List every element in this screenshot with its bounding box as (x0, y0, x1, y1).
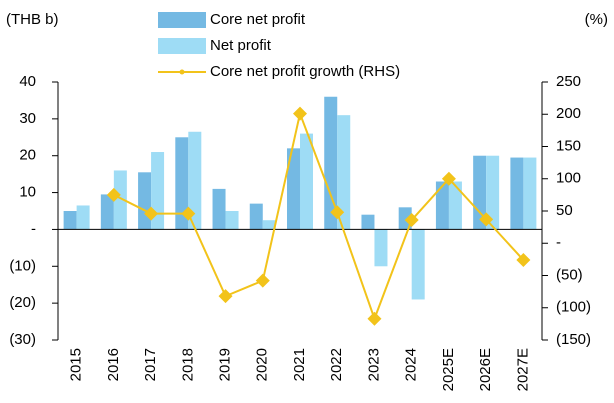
legend-label: Core net profit growth (RHS) (210, 63, 400, 80)
marker (479, 212, 494, 227)
bar (212, 188, 226, 230)
y-tick-label: 30 (19, 110, 36, 127)
bar (510, 157, 524, 230)
marker (218, 289, 233, 304)
x-tick-label: 2019 (217, 348, 234, 381)
x-tick-label: 2020 (254, 348, 271, 381)
left-axis-unit: (THB b) (6, 11, 59, 28)
line (113, 110, 525, 322)
bar (473, 155, 487, 230)
marker (181, 206, 196, 221)
bar (113, 170, 127, 230)
marker (293, 106, 307, 121)
x-tick-label: 2018 (179, 348, 196, 381)
bar (63, 211, 77, 230)
marker (144, 206, 159, 221)
x-tick-label: 2022 (328, 348, 345, 381)
y2-tick-label: (50) (556, 266, 583, 283)
marker (106, 187, 121, 202)
bar (100, 194, 114, 230)
bar (188, 131, 202, 230)
y2-tick-label: (100) (556, 299, 591, 316)
legend-label: Net profit (210, 37, 272, 54)
x-tick-label: 2024 (403, 348, 420, 381)
x-tick-label: 2025E (440, 348, 457, 391)
bar (523, 157, 537, 230)
y2-tick-label: 100 (556, 170, 581, 187)
x-tick-label: 2021 (291, 348, 308, 381)
bar (262, 220, 276, 230)
bar (448, 181, 462, 230)
bar (287, 148, 300, 230)
right-axis-unit: (%) (585, 11, 608, 28)
x-tick-label: 2027E (514, 348, 531, 391)
y-tick-label: - (31, 220, 36, 237)
marker (441, 171, 456, 186)
y2-tick-label: 250 (556, 73, 581, 90)
y2-tick-label: 150 (556, 137, 581, 154)
bar (361, 214, 375, 230)
bar (411, 229, 425, 300)
y-tick-label: (30) (9, 331, 36, 348)
x-tick-label: 2016 (105, 348, 122, 381)
x-tick-label: 2015 (68, 348, 85, 381)
bar (249, 203, 263, 230)
x-tick-label: 2023 (365, 348, 382, 381)
bar (324, 96, 338, 230)
marker (404, 213, 419, 228)
y-tick-label: 10 (19, 184, 36, 201)
x-tick-label: 2026E (477, 348, 494, 391)
marker (330, 205, 345, 220)
marker (255, 273, 270, 288)
bar (374, 229, 388, 267)
y-tick-label: 20 (19, 147, 36, 164)
bar (486, 155, 500, 230)
y-tick-label: 40 (19, 73, 36, 90)
bar (138, 172, 152, 230)
legend-label: Core net profit (210, 11, 306, 28)
y2-tick-label: - (556, 234, 561, 251)
y-tick-label: (20) (9, 294, 36, 311)
bar (175, 137, 189, 230)
bar (398, 207, 412, 230)
legend-swatch (158, 38, 206, 54)
y2-tick-label: (150) (556, 331, 591, 348)
bar (225, 211, 239, 230)
y2-tick-label: 50 (556, 202, 573, 219)
bar (337, 115, 351, 230)
marker (516, 253, 531, 268)
x-tick-label: 2017 (142, 348, 159, 381)
marker (367, 311, 382, 326)
legend-swatch (179, 69, 185, 75)
y2-tick-label: 200 (556, 105, 581, 122)
bar (76, 205, 90, 230)
y-tick-label: (10) (9, 257, 36, 274)
bar (435, 181, 449, 230)
legend-swatch (158, 12, 206, 28)
bar (300, 133, 313, 230)
